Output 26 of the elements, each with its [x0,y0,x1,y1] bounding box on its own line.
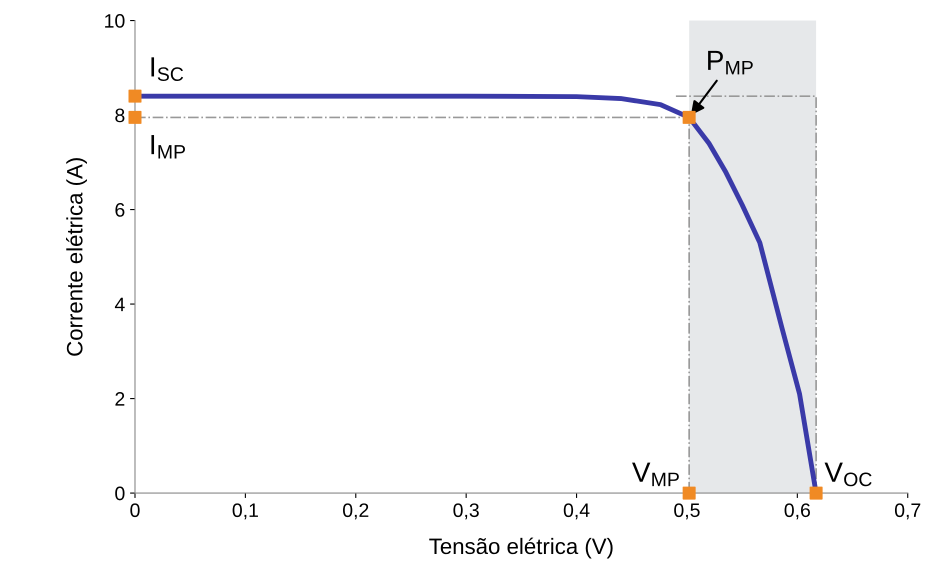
x-tick-label: 0,2 [343,503,368,520]
point [810,486,823,500]
x-tick-label: 0,6 [784,503,810,520]
y-tick-label: 0 [115,486,125,500]
annotation: V$_{MP}$ [632,462,679,486]
annotation: I$_{MP}$ [151,135,185,159]
x-tick-label: 0,5 [674,503,700,520]
y-tick-label: 2 [115,392,124,406]
y-axis-title: Corrente elétrica (A) [66,158,87,356]
y-tick-label: 4 [114,298,125,312]
x-tick-label: 0 [130,503,140,518]
y-tick-label: 10 [105,14,125,28]
x-tick-label: 0,7 [894,503,920,520]
x-axis-title: Tensão elétrica (V) [429,538,613,559]
y-tick-label: 6 [115,203,124,217]
annotation: I$_{SC}$ [151,57,184,82]
x-tick-label: 0,4 [564,503,590,520]
annotation: V$_{OC}$ [824,462,872,486]
point [128,110,142,124]
x-tick-label: 0,1 [232,503,258,520]
point [682,110,696,124]
point [128,90,142,103]
x-tick-label: 0,3 [453,503,479,520]
annotation: P$_{MP}$ [708,50,753,74]
y-tick-label: 8 [115,108,124,122]
point [682,486,696,500]
